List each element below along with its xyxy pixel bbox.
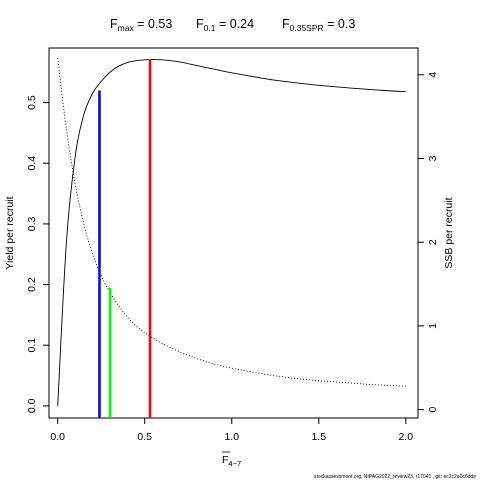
x-axis: 0.0 0.5 1.0 1.5 2.0 bbox=[50, 417, 414, 443]
y-right-tick-label: 2 bbox=[427, 239, 439, 245]
x-tick-label: 0.0 bbox=[50, 431, 65, 443]
reference-lines bbox=[98, 59, 152, 418]
x-tick-label: 1.0 bbox=[224, 431, 239, 443]
y-left-tick-label: 0.1 bbox=[26, 338, 38, 353]
y-right-tick-label: 0 bbox=[427, 407, 439, 413]
y-right-tick-label: 3 bbox=[427, 155, 439, 161]
title-fspr: F0.35SPR = 0.3 bbox=[282, 17, 355, 33]
y-axis-left: 0.0 0.1 0.2 0.3 0.4 0.5 bbox=[26, 95, 49, 413]
yield-per-recruit-line bbox=[57, 59, 406, 406]
plot-frame bbox=[48, 47, 419, 419]
ssb-per-recruit-line bbox=[57, 57, 406, 387]
y-left-tick-label: 0.0 bbox=[26, 398, 38, 413]
footer-note: stockassessment.org, NIPAG2022_review23,… bbox=[314, 474, 476, 480]
series-layer bbox=[57, 57, 406, 406]
y-right-tick-label: 1 bbox=[427, 323, 439, 329]
y-left-tick-label: 0.2 bbox=[26, 277, 38, 292]
y-axis-left-label: Yield per recruit bbox=[4, 196, 16, 269]
title-fmax: Fmax = 0.53 bbox=[110, 17, 172, 33]
y-left-tick-label: 0.5 bbox=[26, 95, 38, 110]
chart-title: Fmax = 0.53 F0.1 = 0.24 F0.35SPR = 0.3 bbox=[110, 17, 355, 33]
x-tick-label: 1.5 bbox=[311, 431, 326, 443]
title-f01: F0.1 = 0.24 bbox=[196, 17, 254, 33]
y-left-tick-label: 0.4 bbox=[26, 156, 38, 171]
x-tick-label: 0.5 bbox=[137, 431, 152, 443]
y-axis-right-label: SSB per recruit bbox=[443, 197, 455, 268]
y-left-tick-label: 0.3 bbox=[26, 216, 38, 231]
x-tick-label: 2.0 bbox=[399, 431, 414, 443]
y-axis-right: 0 1 2 3 4 bbox=[418, 72, 439, 413]
y-right-tick-label: 4 bbox=[427, 72, 439, 78]
x-axis-label: F4−7 bbox=[222, 454, 241, 468]
